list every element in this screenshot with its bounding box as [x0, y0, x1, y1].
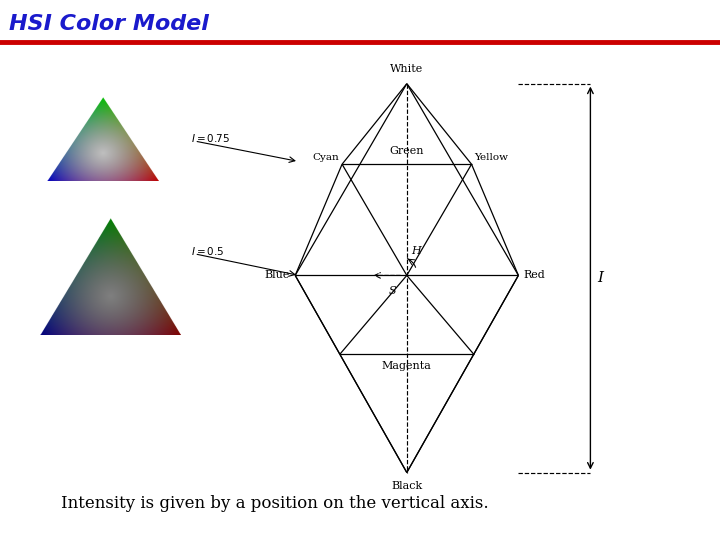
Text: Black: Black [391, 481, 423, 491]
Text: Yellow: Yellow [474, 153, 508, 162]
Text: Intensity is given by a position on the vertical axis.: Intensity is given by a position on the … [61, 495, 489, 512]
Text: Green: Green [390, 146, 424, 156]
Text: S: S [389, 286, 396, 296]
Text: White: White [390, 64, 423, 74]
Text: H: H [411, 246, 421, 256]
Text: Cyan: Cyan [312, 153, 339, 162]
Text: Magenta: Magenta [382, 361, 432, 371]
Text: Blue: Blue [265, 271, 290, 280]
Text: $I = 0.5$: $I = 0.5$ [191, 245, 224, 257]
Text: HSI Color Model: HSI Color Model [9, 14, 210, 33]
Text: $I = 0.75$: $I = 0.75$ [191, 132, 230, 144]
Text: Red: Red [523, 271, 545, 280]
Text: I: I [598, 271, 603, 285]
